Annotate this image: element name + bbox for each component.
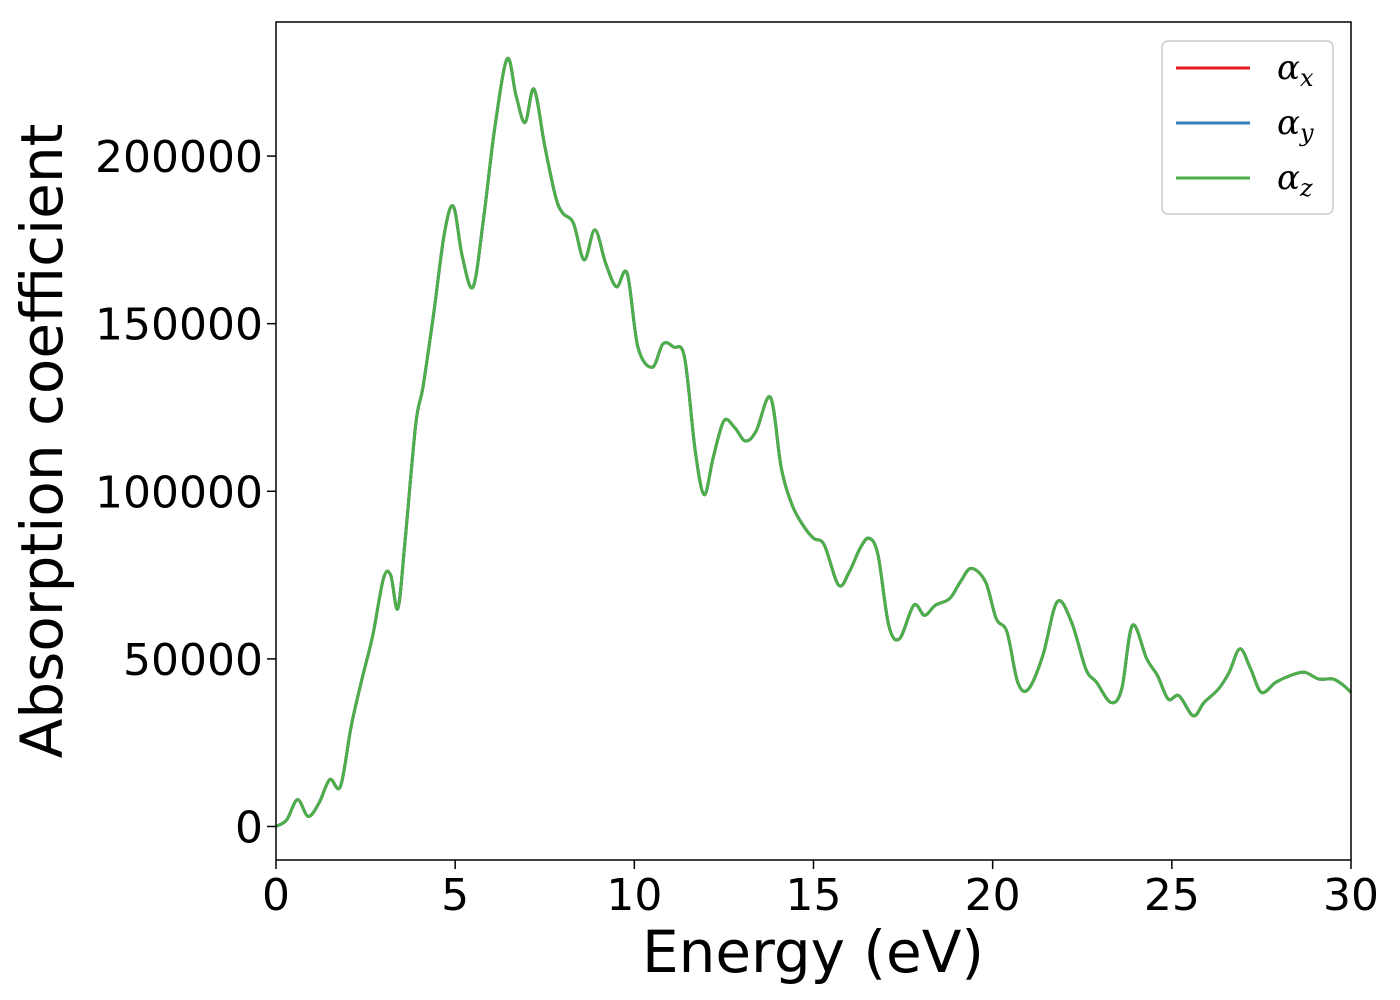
x-tick-label: 5 — [441, 870, 469, 921]
x-tick-label: 0 — [262, 870, 290, 921]
y-tick-label: 50000 — [123, 635, 263, 686]
x-tick-label: 30 — [1323, 870, 1379, 921]
y-axis-ticks: 0 50000 100000 150000 200000 — [95, 132, 276, 853]
plot-lines — [275, 56, 1353, 828]
x-tick-label: 10 — [606, 870, 662, 921]
legend-label-y: αy — [1277, 103, 1314, 147]
legend: αx αy αz — [1161, 40, 1334, 215]
y-tick-label: 0 — [235, 802, 263, 853]
x-tick-label: 25 — [1144, 870, 1200, 921]
legend-label-x: αx — [1277, 48, 1314, 92]
y-tick-label: 100000 — [95, 467, 263, 518]
x-axis-title: Energy (eV) — [642, 918, 984, 986]
legend-label-z: αz — [1277, 158, 1313, 202]
y-tick-label: 150000 — [95, 300, 263, 351]
x-tick-label: 15 — [786, 870, 842, 921]
x-tick-label: 20 — [965, 870, 1021, 921]
x-axis-ticks: 0 5 10 15 20 25 30 — [262, 860, 1379, 921]
y-axis-title: Absorption coefficient — [8, 124, 76, 759]
legend-box — [1161, 40, 1334, 215]
y-tick-label: 200000 — [95, 132, 263, 183]
series-line-z — [275, 56, 1353, 828]
